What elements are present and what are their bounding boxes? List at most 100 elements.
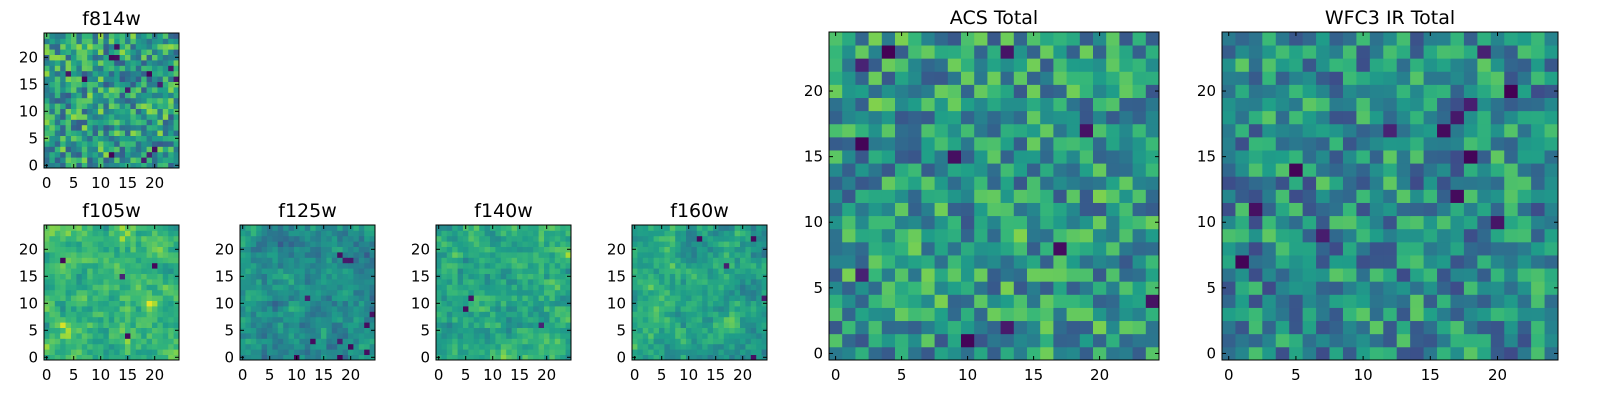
heatmap-cell	[1369, 176, 1384, 190]
heatmap-cell	[1477, 202, 1492, 217]
heatmap-cell	[60, 60, 66, 66]
heatmap-cell	[1119, 294, 1133, 308]
heatmap-cell	[1463, 307, 1478, 322]
heatmap-cell	[495, 235, 502, 242]
heatmap-cell	[961, 176, 975, 190]
heatmap-cell	[60, 65, 66, 72]
heatmap-cell	[304, 241, 311, 247]
heatmap-cell	[294, 246, 300, 253]
heatmap-cell	[723, 289, 730, 296]
heatmap-cell	[261, 306, 268, 312]
heatmap-cell	[642, 338, 649, 345]
heatmap-cell	[114, 33, 120, 39]
heatmap-cell	[1248, 215, 1263, 230]
heatmap-cell	[1423, 45, 1438, 59]
heatmap-cell	[331, 230, 338, 237]
heatmap-cell	[1289, 228, 1304, 243]
heatmap-cell	[1066, 150, 1081, 164]
heatmap-cell	[740, 252, 746, 258]
heatmap-cell	[157, 92, 164, 99]
heatmap-cell	[250, 349, 257, 355]
heatmap-cell	[135, 38, 142, 45]
heatmap-cell	[157, 108, 164, 115]
heatmap-cell	[364, 289, 370, 296]
heatmap-cell	[961, 136, 975, 151]
heatmap-cell	[506, 289, 512, 296]
heatmap-cell	[168, 300, 174, 307]
heatmap-cell	[1383, 176, 1398, 190]
heatmap-cell	[103, 119, 110, 126]
heatmap-cell	[987, 268, 1001, 282]
heatmap-cell	[168, 230, 174, 237]
heatmap-cell	[1356, 307, 1371, 322]
heatmap-cell	[157, 124, 164, 131]
heatmap-cell	[648, 316, 654, 323]
heatmap-cell	[1369, 268, 1384, 282]
heatmap-cell	[81, 92, 88, 99]
heatmap-cell	[60, 87, 66, 93]
heatmap-cell	[1329, 268, 1344, 282]
heatmap-cell	[1463, 189, 1478, 203]
heatmap-cell	[908, 84, 922, 98]
heatmap-cell	[527, 300, 534, 307]
heatmap-cell	[54, 354, 61, 361]
heatmap-cell	[65, 70, 72, 77]
heatmap-cell	[1248, 281, 1263, 295]
heatmap-cell	[135, 130, 142, 136]
heatmap-cell	[554, 343, 561, 350]
heatmap-cell	[49, 124, 56, 131]
heatmap-cell	[44, 65, 50, 72]
heatmap-cell	[103, 235, 110, 242]
heatmap-cell	[511, 284, 518, 291]
heatmap-cell	[152, 284, 158, 291]
heatmap-cell	[855, 294, 869, 308]
heatmap-cell	[76, 114, 83, 120]
heatmap-cell	[1396, 215, 1411, 230]
heatmap-cell	[342, 252, 349, 258]
heatmap-cell	[162, 162, 169, 169]
heatmap-cell	[1450, 136, 1465, 151]
heatmap-cell	[637, 306, 644, 312]
heatmap-cell	[680, 306, 687, 312]
heatmap-cell	[337, 268, 343, 274]
heatmap-cell	[527, 262, 534, 269]
heatmap-cell	[1066, 320, 1081, 335]
heatmap-cell	[299, 241, 306, 247]
heatmap-cell	[1504, 294, 1519, 308]
heatmap-cell	[135, 54, 142, 61]
heatmap-cell	[1145, 32, 1160, 46]
heatmap-cell	[463, 279, 469, 285]
heatmap-cell	[653, 241, 660, 247]
heatmap-cell	[49, 49, 56, 55]
heatmap-cell	[1410, 281, 1424, 295]
heatmap-cell	[1316, 320, 1330, 335]
heatmap-cell	[119, 87, 126, 93]
heatmap-cell	[881, 176, 896, 190]
heatmap-cell	[1477, 294, 1492, 308]
heatmap-cell	[125, 284, 131, 291]
heatmap-cell	[642, 343, 649, 350]
heatmap-cell	[114, 252, 120, 258]
heatmap-cell	[1410, 294, 1424, 308]
heatmap-cell	[1248, 202, 1263, 217]
heatmap-cell	[1356, 189, 1371, 203]
heatmap-cell	[173, 65, 180, 72]
heatmap-cell	[272, 343, 279, 350]
heatmap-cell	[44, 119, 50, 126]
heatmap-cell	[511, 252, 518, 258]
heatmap-cell	[974, 202, 988, 217]
heatmap-cell	[696, 289, 703, 296]
heatmap-cell	[76, 43, 83, 50]
heatmap-cell	[436, 284, 442, 291]
heatmap-cell	[1027, 294, 1041, 308]
heatmap-cell	[1066, 110, 1081, 125]
heatmap-cell	[135, 141, 142, 147]
heatmap-cell	[713, 252, 719, 258]
heatmap-cell	[632, 241, 638, 247]
heatmap-cell	[829, 241, 843, 256]
heatmap-cell	[76, 284, 83, 291]
heatmap-cell	[745, 225, 752, 231]
heatmap-cell	[125, 49, 131, 55]
heatmap-cell	[452, 354, 458, 361]
heatmap-cell	[304, 246, 311, 253]
